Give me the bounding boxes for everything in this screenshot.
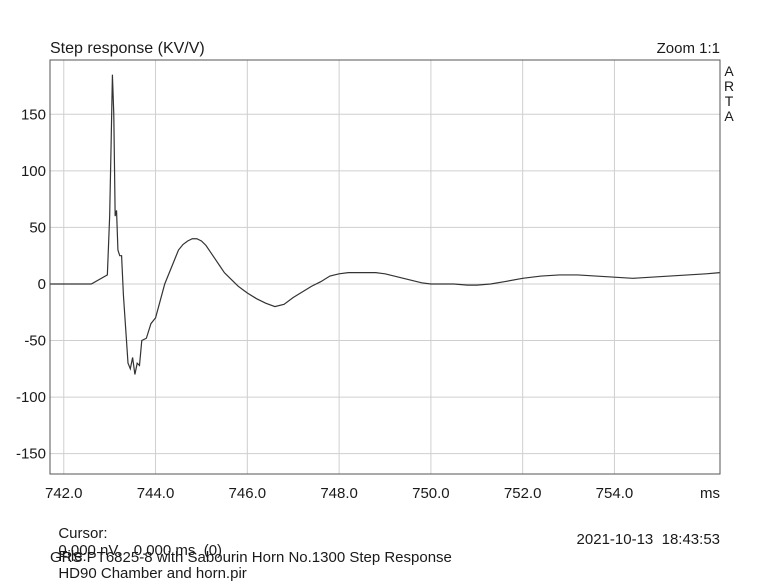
x-tick-label: 742.0	[45, 485, 83, 502]
file-label: File:	[58, 548, 87, 565]
series-line	[50, 74, 721, 375]
file-info: File: HD90 Chamber and horn.pir	[50, 531, 247, 582]
x-tick-label: 746.0	[229, 485, 267, 502]
chart-title: Step response (KV/V)	[50, 40, 205, 57]
zoom-label[interactable]: Zoom 1:1	[657, 40, 720, 57]
file-name: HD90 Chamber and horn.pir	[58, 565, 247, 582]
x-tick-labels: 742.0 744.0 746.0 748.0 750.0 752.0 754.0	[45, 485, 633, 502]
y-tick-label: -50	[24, 333, 46, 350]
x-tick-label: 748.0	[320, 485, 358, 502]
y-tick-label: -100	[16, 389, 46, 406]
y-tick-label: 150	[21, 106, 46, 123]
x-tick-label: 744.0	[137, 485, 175, 502]
brand-letter: A	[724, 108, 734, 124]
cursor-readout: Cursor: 0.000 nV, 0.000 ms (0)	[50, 508, 222, 559]
grid-lines	[50, 60, 720, 474]
x-axis-unit: ms	[700, 485, 720, 502]
measurement-description: GRS PT6825-8 with Sabourin Horn No.1300 …	[50, 549, 452, 566]
plot-area[interactable]	[50, 60, 720, 474]
x-tick-label: 754.0	[596, 485, 634, 502]
brand-letter: R	[724, 78, 734, 94]
y-tick-label: -150	[16, 446, 46, 463]
x-tick-label: 750.0	[412, 485, 450, 502]
y-tick-label: 50	[29, 219, 46, 236]
timestamp: 2021-10-13 18:43:53	[576, 531, 720, 548]
cursor-label: Cursor:	[58, 525, 108, 542]
brand-letter: A	[724, 63, 734, 79]
brand-letter: T	[725, 93, 734, 109]
cursor-value: 0.000 nV, 0.000 ms (0)	[58, 542, 223, 559]
y-tick-label: 0	[38, 276, 46, 293]
plot-frame	[49, 59, 721, 475]
y-tick-label: 100	[21, 163, 46, 180]
x-tick-label: 752.0	[504, 485, 542, 502]
y-tick-labels: 150 100 50 0 -50 -100 -150	[16, 106, 46, 462]
